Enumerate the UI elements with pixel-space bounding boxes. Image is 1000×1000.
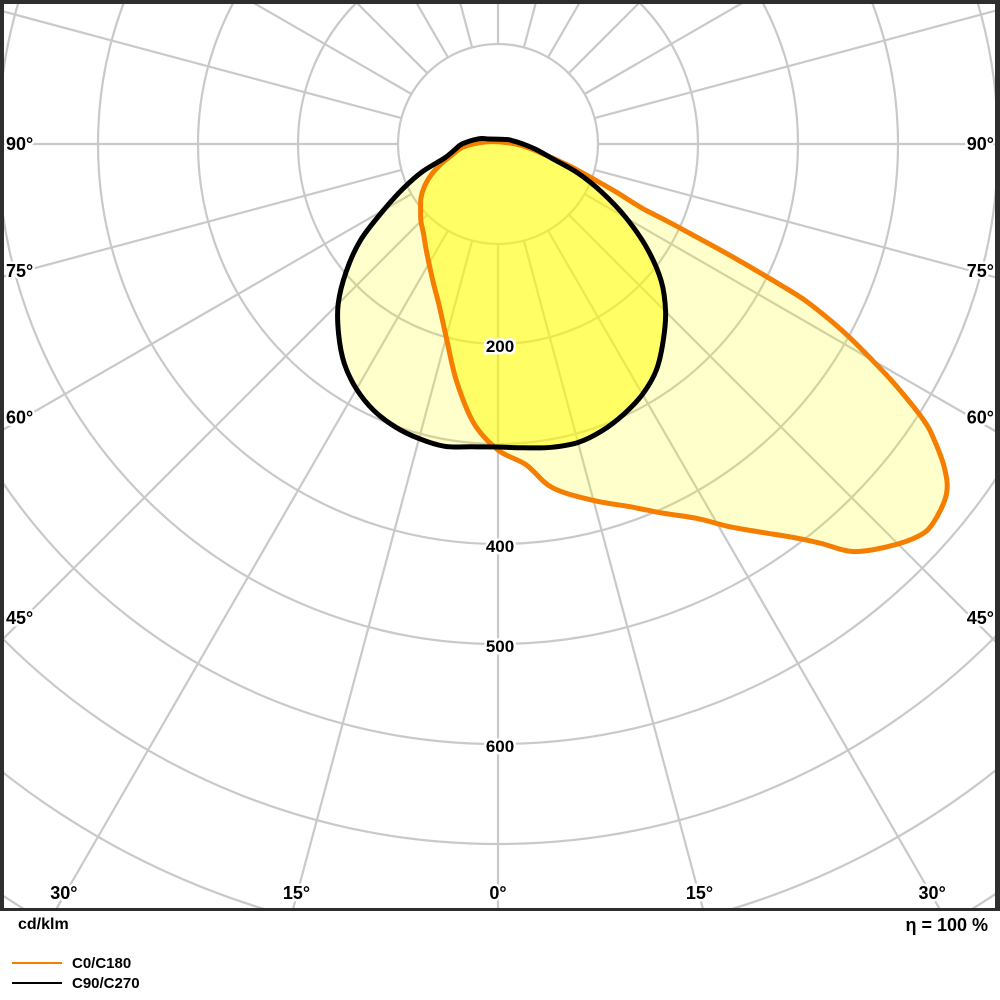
- angle-label: 15°: [686, 883, 713, 903]
- angle-label: 60°: [967, 408, 994, 428]
- grid-ray: [594, 8, 1000, 120]
- ring-label: 600: [486, 737, 514, 756]
- ring-label: 500: [486, 637, 514, 656]
- legend-swatch-c90-c270-icon: [12, 981, 62, 985]
- grid-ray: [291, 240, 474, 911]
- plot-frame: [0, 0, 1000, 911]
- angle-label: 75°: [967, 261, 994, 281]
- legend-item-c90-c270: C90/C270: [12, 973, 140, 993]
- angle-label: 30°: [50, 883, 77, 903]
- grid-ray: [584, 193, 1000, 436]
- angle-label: 30°: [919, 883, 946, 903]
- legend-label-c90-c270: C90/C270: [72, 974, 140, 992]
- angle-label: 15°: [283, 883, 310, 903]
- polar-plot-area: 200 400 500 600 0° 15° 15° 30° 30° 45° 45° 60° 60° 75…: [0, 0, 1000, 911]
- grid-ray: [594, 168, 1000, 280]
- grid-ray: [0, 193, 412, 433]
- frame-left: [0, 0, 4, 911]
- frame-bottom: [0, 908, 1000, 911]
- polar-grid: [0, 0, 1000, 911]
- angle-label: 0°: [489, 883, 506, 903]
- angle-label: 60°: [6, 408, 33, 428]
- curve-c0-c180: [418, 139, 950, 555]
- legend: C0/C180 C90/C270: [12, 953, 140, 993]
- angle-label: 90°: [6, 134, 33, 154]
- units-label: cd/klm: [18, 916, 69, 933]
- legend-label-c0-c180: C0/C180: [72, 954, 132, 972]
- legend-item-c0-c180: C0/C180: [12, 953, 140, 973]
- ring-label: 200: [486, 337, 514, 356]
- angle-label: 45°: [6, 608, 33, 628]
- angle-label: 45°: [967, 608, 994, 628]
- ring-label: 400: [486, 537, 514, 556]
- curve-c90-c270: [334, 135, 669, 451]
- grid-ray: [547, 230, 943, 911]
- fill-overlap-group: [420, 141, 666, 448]
- polar-chart: 200 400 500 600 0° 15° 15° 30° 30° 45° 45° 60° 60° 75…: [0, 0, 1000, 911]
- grid-ray: [522, 240, 705, 911]
- grid-ray: [0, 9, 402, 120]
- grid-ray: [53, 230, 449, 911]
- grid-ray: [567, 213, 1000, 648]
- legend-swatch-c0-c180-icon: [12, 961, 62, 965]
- frame-right: [995, 0, 1000, 911]
- fill-overlap: [420, 141, 666, 448]
- angle-label: 75°: [6, 261, 33, 281]
- efficiency-label: η = 100 %: [905, 915, 988, 935]
- angle-label: 90°: [967, 134, 994, 154]
- grid-ray: [0, 213, 429, 644]
- grid-ray: [0, 168, 402, 279]
- frame-top: [0, 0, 1000, 4]
